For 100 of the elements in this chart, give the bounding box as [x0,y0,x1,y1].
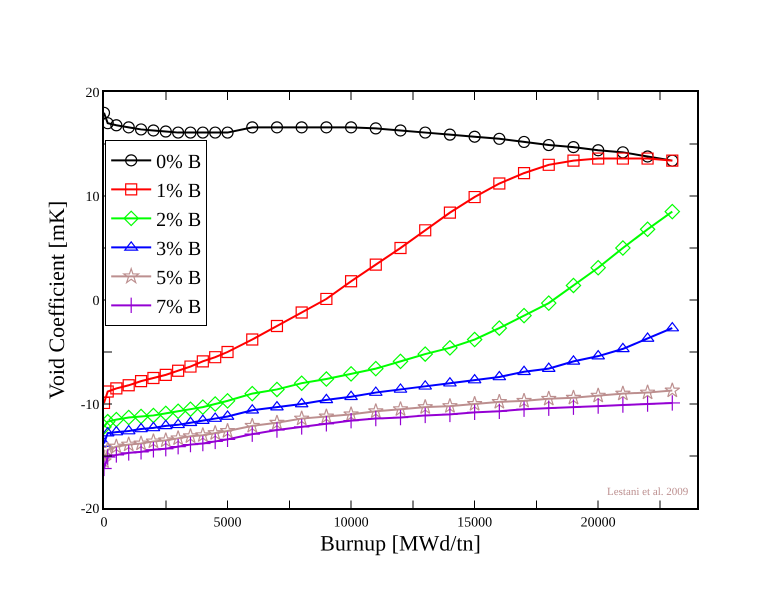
legend-label: 0% B [156,151,202,174]
point [146,408,162,424]
point [516,392,532,408]
x-tick-label: 5000 [214,516,242,531]
point [542,158,555,171]
point [540,390,557,406]
point [370,258,382,271]
point [194,426,211,442]
point [133,408,149,424]
point [444,206,456,219]
point [417,398,434,414]
legend-label: 1% B [156,180,202,202]
point [664,394,681,412]
y-tick-label: -10 [80,398,100,413]
point [639,396,656,412]
point [184,126,197,139]
point [368,360,384,376]
point [244,418,260,433]
point [318,371,334,387]
point [294,410,310,426]
point [444,128,456,141]
point [590,260,606,276]
point [294,375,310,391]
point [206,433,224,450]
point [147,372,160,384]
y-tick-label: 0 [92,294,100,309]
point [368,402,384,418]
point [120,444,138,462]
point [160,368,172,381]
y-tick-label: -20 [80,502,100,517]
point [172,126,184,139]
point [320,292,332,306]
point [442,406,458,423]
point [320,121,332,134]
point [566,355,580,365]
point [157,440,174,458]
point [616,152,629,165]
point [268,422,286,438]
point [220,393,236,409]
point [343,366,359,382]
point [590,387,606,403]
point [110,119,122,132]
point [567,141,580,154]
point [318,415,335,432]
point [158,406,174,422]
point [392,409,409,426]
point [269,382,285,398]
point [184,360,197,373]
point [343,406,359,422]
point [170,430,186,446]
point [419,224,432,236]
point [664,382,680,398]
point [108,438,124,454]
point [491,402,508,420]
point [108,446,125,464]
point [517,366,531,376]
point [394,242,407,254]
point [182,436,199,453]
point [209,126,222,139]
point [367,410,384,427]
point [270,121,284,134]
point [614,385,631,400]
point [518,136,530,148]
point [182,401,198,417]
point [196,126,209,139]
point [134,123,148,136]
point [145,441,162,458]
point [616,146,629,158]
point [244,426,261,442]
point [220,422,236,438]
point [370,122,382,134]
point [160,125,172,138]
point [394,124,407,137]
point [491,394,508,409]
point [296,306,308,319]
point [344,121,358,134]
point [207,396,223,412]
point [518,167,530,180]
point [246,333,258,346]
point [296,121,308,134]
point [133,435,149,450]
point [147,124,160,137]
point [466,332,482,348]
point [184,416,198,426]
y-tick-label: 20 [85,86,100,101]
point [195,399,211,415]
point [207,424,224,440]
point [592,144,604,156]
point [182,428,198,444]
point [640,222,656,238]
legend-label: 7% B [156,296,202,318]
point [120,410,136,426]
point [592,152,604,165]
point [566,278,582,294]
point [246,121,258,134]
point [122,121,135,134]
point [542,138,555,152]
point [146,433,162,448]
point [244,386,260,402]
point [344,275,358,288]
